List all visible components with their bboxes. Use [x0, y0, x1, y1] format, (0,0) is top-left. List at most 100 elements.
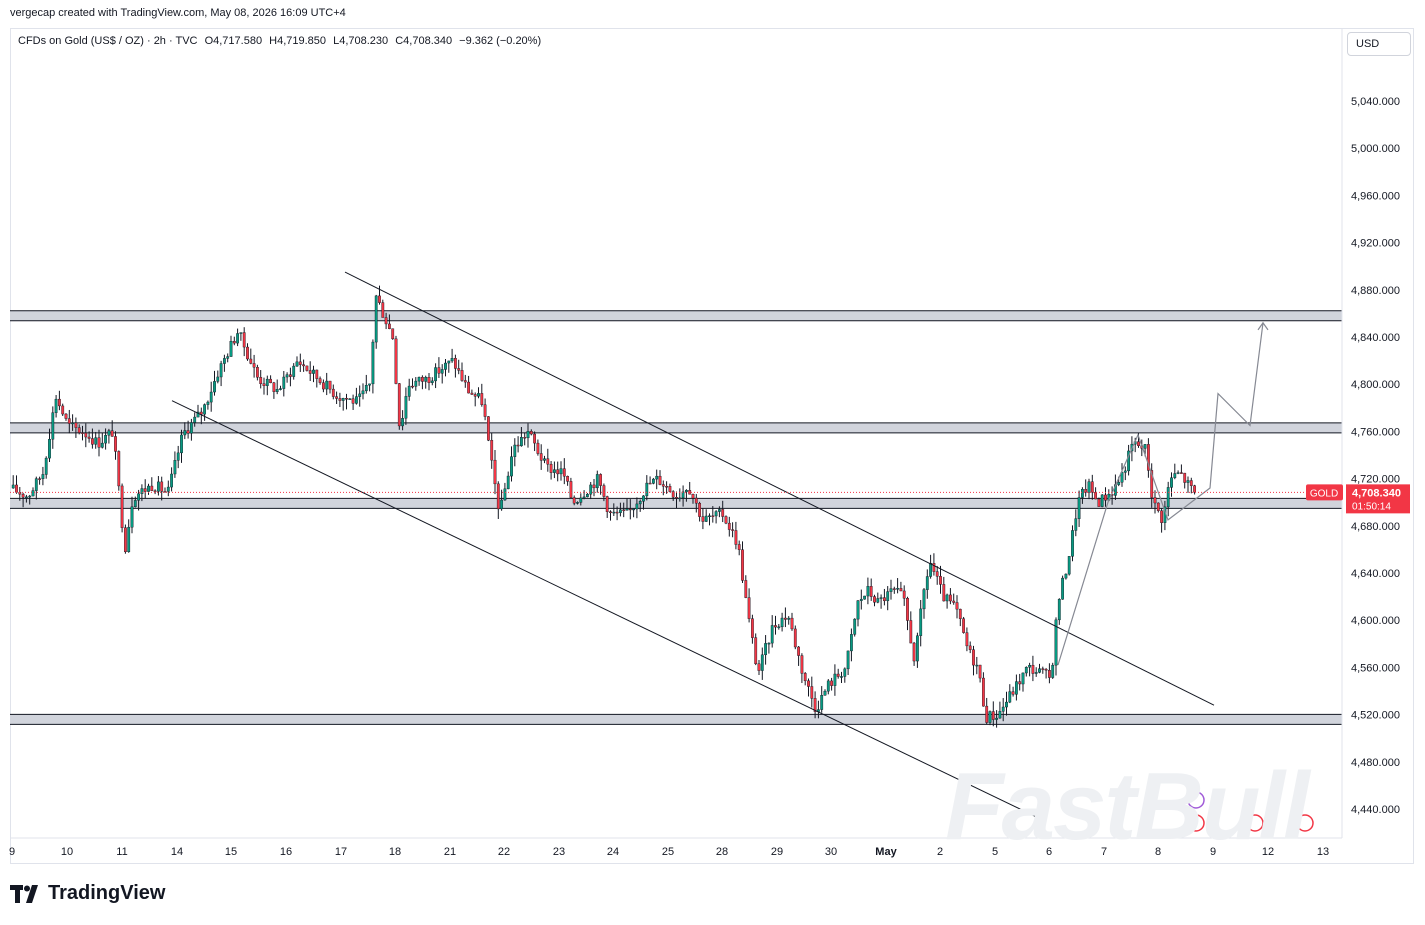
candle-down [1189, 480, 1193, 486]
candle-up [371, 341, 375, 385]
candle-up [54, 398, 58, 413]
candle-down [153, 490, 157, 492]
candle-down [869, 586, 873, 597]
candle-up [876, 598, 880, 603]
candle-down [335, 396, 338, 399]
candle-down [160, 481, 164, 492]
candle-down [163, 491, 167, 493]
price-tick-label: 4,760.000 [1351, 426, 1400, 438]
candle-up [1173, 473, 1177, 478]
time-tick-label: 17 [335, 846, 347, 858]
candle-down [262, 383, 266, 386]
candle-up [823, 690, 827, 696]
candle-down [143, 488, 147, 492]
candle-down [259, 377, 263, 384]
candle-up [341, 398, 345, 401]
candle-down [1018, 681, 1022, 685]
price-tick-label: 4,720.000 [1351, 474, 1400, 486]
candle-down [114, 436, 117, 452]
candle-up [1127, 450, 1131, 472]
time-tick-label: 29 [771, 846, 783, 858]
candle-up [520, 437, 523, 447]
candle-up [1064, 573, 1068, 579]
candle-down [572, 497, 576, 504]
candle-down [110, 430, 114, 437]
candle-up [107, 430, 111, 436]
candle-up [285, 374, 289, 378]
lightning-event-icon [1187, 791, 1205, 809]
price-tag-countdown: 01:50:14 [1352, 501, 1391, 512]
candle-up [1087, 481, 1091, 493]
candle-up [1067, 556, 1071, 575]
candle-up [404, 396, 408, 419]
price-tick-label: 4,560.000 [1351, 662, 1400, 674]
candle-down [84, 432, 88, 438]
time-tick-label: 6 [1046, 846, 1052, 858]
candle-up [34, 478, 38, 491]
candle-down [724, 516, 728, 524]
candle-down [978, 664, 982, 679]
candle-up [787, 617, 791, 620]
candle-up [998, 711, 1002, 719]
candle-down [1047, 670, 1051, 678]
candle-up [1117, 482, 1121, 485]
time-tick-label: May [875, 846, 897, 858]
candle-down [694, 497, 698, 504]
candle-down [790, 617, 794, 630]
candle-down [480, 393, 484, 405]
candle-up [513, 444, 517, 457]
candle-up [681, 491, 685, 499]
candle-up [71, 422, 75, 425]
candle-down [602, 485, 606, 497]
candle-up [1057, 598, 1061, 621]
legend-symbol: CFDs on Gold (US$ / OZ) · 2h · TVC [18, 35, 198, 47]
candle-up [553, 469, 556, 473]
time-tick-label: 11 [116, 846, 127, 858]
candle-down [952, 600, 956, 603]
candle-down [384, 317, 388, 325]
us-flag-event-icon [1187, 814, 1205, 832]
candle-up [863, 595, 867, 600]
candle-up [130, 506, 134, 528]
candle-up [414, 380, 418, 387]
tradingview-logo[interactable]: TradingView [10, 882, 165, 905]
time-tick-label: 24 [607, 846, 619, 858]
time-axis: 9 10 11 14 15 16 17 18 21 22 23 24 25 28 29 30 May 2 5 6 7 8 9… [9, 846, 1329, 858]
candle-down [249, 358, 253, 364]
candle-down [546, 458, 550, 465]
candle-down [38, 478, 42, 480]
candle-down [1160, 510, 1164, 523]
candle-down [150, 485, 154, 491]
candle-up [127, 526, 131, 553]
trendlines [171, 271, 1215, 821]
candle-down [61, 405, 65, 415]
candle-down [958, 608, 962, 619]
candle-down [272, 382, 276, 392]
candle-down [427, 377, 431, 383]
candle-up [1166, 487, 1170, 508]
candle-up [856, 600, 860, 620]
candle-up [642, 495, 645, 502]
candle-up [374, 295, 378, 343]
candle-down [727, 522, 731, 530]
candle-up [222, 358, 226, 364]
candle-up [265, 378, 269, 386]
candle-down [516, 444, 520, 447]
candle-down [757, 663, 761, 671]
candle-down [1153, 497, 1157, 504]
candle-up [206, 401, 210, 405]
candle-down [117, 451, 121, 487]
candle-down [661, 484, 665, 487]
candle-down [1094, 491, 1098, 500]
price-tick-label: 4,920.000 [1351, 238, 1400, 250]
price-tick-label: 4,880.000 [1351, 285, 1400, 297]
candle-down [1183, 472, 1187, 483]
currency-button[interactable]: USD [1347, 32, 1411, 56]
tradingview-logo-icon [10, 884, 38, 903]
candle-down [671, 491, 675, 498]
candle-down [972, 649, 975, 666]
candle-down [807, 680, 810, 687]
candle-up [678, 497, 682, 500]
candle-down [599, 474, 603, 486]
